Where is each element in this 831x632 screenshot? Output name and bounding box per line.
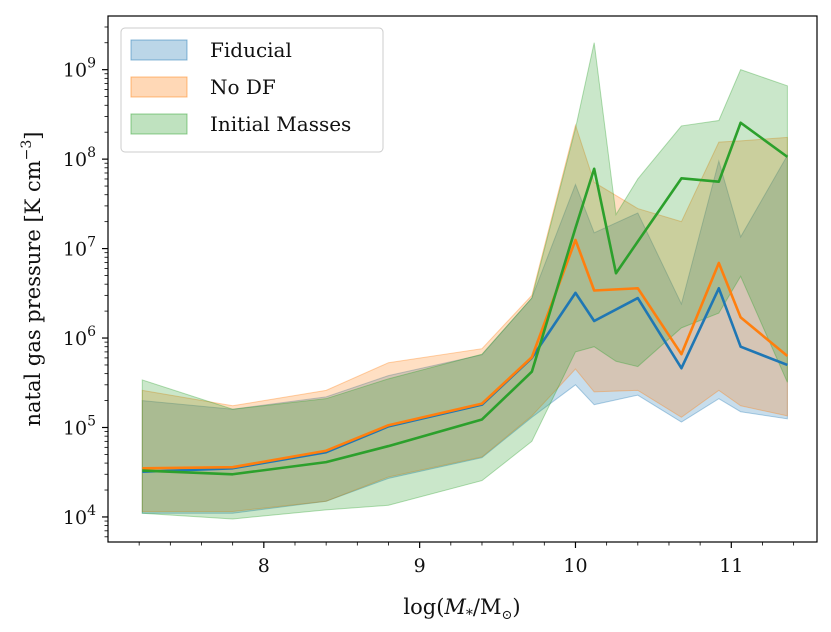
legend-label-initial-masses: Initial Masses bbox=[210, 112, 351, 136]
y-axis-label-exponent: −3 bbox=[19, 140, 35, 161]
y-tick-label: 107 bbox=[63, 235, 96, 261]
y-tick-label: 109 bbox=[63, 56, 96, 82]
y-axis-label-close: ] bbox=[21, 131, 45, 139]
y-axis-label-main: natal gas pressure [K cm bbox=[21, 160, 45, 426]
plot-frame bbox=[107, 15, 818, 543]
band-no-df bbox=[141, 123, 788, 513]
legend-label-no-df: No DF bbox=[210, 75, 276, 99]
legend-swatch-fiducial bbox=[130, 39, 188, 61]
y-tick-label: 108 bbox=[63, 145, 96, 171]
legend-swatch-initial-masses bbox=[130, 113, 188, 135]
y-tick-label: 106 bbox=[63, 324, 96, 350]
legend: Fiducial No DF Initial Masses bbox=[120, 27, 384, 153]
y-tick-label: 104 bbox=[63, 503, 96, 529]
band-fiducial bbox=[141, 153, 788, 514]
x-axis-label-prefix: log( bbox=[403, 595, 444, 619]
x-axis-label-m: M bbox=[443, 595, 466, 619]
x-axis-label-suffix: /M bbox=[473, 595, 502, 619]
y-axis-label: natal gas pressure [K cm−3] bbox=[19, 131, 45, 426]
x-tick-label: 9 bbox=[414, 555, 426, 577]
line-no-df bbox=[142, 238, 789, 470]
x-axis-label: log(M*/M⊙) bbox=[403, 595, 520, 623]
x-tick-label: 11 bbox=[719, 555, 743, 577]
x-tick-label: 10 bbox=[563, 555, 587, 577]
x-axis-label-sun: ⊙ bbox=[501, 608, 512, 623]
x-axis-label-close: ) bbox=[512, 595, 520, 619]
line-fiducial bbox=[142, 286, 788, 474]
x-axis-label-sub: * bbox=[466, 607, 473, 623]
x-tick-label: 8 bbox=[258, 555, 270, 577]
legend-label-fiducial: Fiducial bbox=[210, 38, 292, 62]
line-initial-masses bbox=[142, 121, 789, 476]
legend-swatch-no-df bbox=[130, 76, 188, 98]
y-tick-label: 105 bbox=[63, 413, 96, 439]
